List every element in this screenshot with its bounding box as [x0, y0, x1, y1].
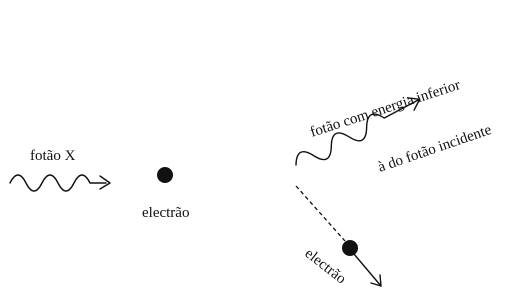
electron-path: [296, 186, 345, 241]
scattered-photon-label-2: à do fotão incidente: [376, 122, 494, 176]
scattered-electron-dot: [342, 240, 358, 256]
incident-photon-wave: [10, 175, 106, 191]
diagram: fotão X electrão fotão com energia infer…: [0, 0, 525, 304]
scattered-electron-label: electrão: [302, 246, 349, 288]
scattered-photon-label-1: fotão com energia inferior: [308, 77, 462, 141]
scattered-electron-arrow: [354, 254, 381, 286]
electron-dot: [157, 167, 173, 183]
incident-photon-label: fotão X: [30, 148, 76, 164]
electron-label: electrão: [142, 205, 189, 221]
